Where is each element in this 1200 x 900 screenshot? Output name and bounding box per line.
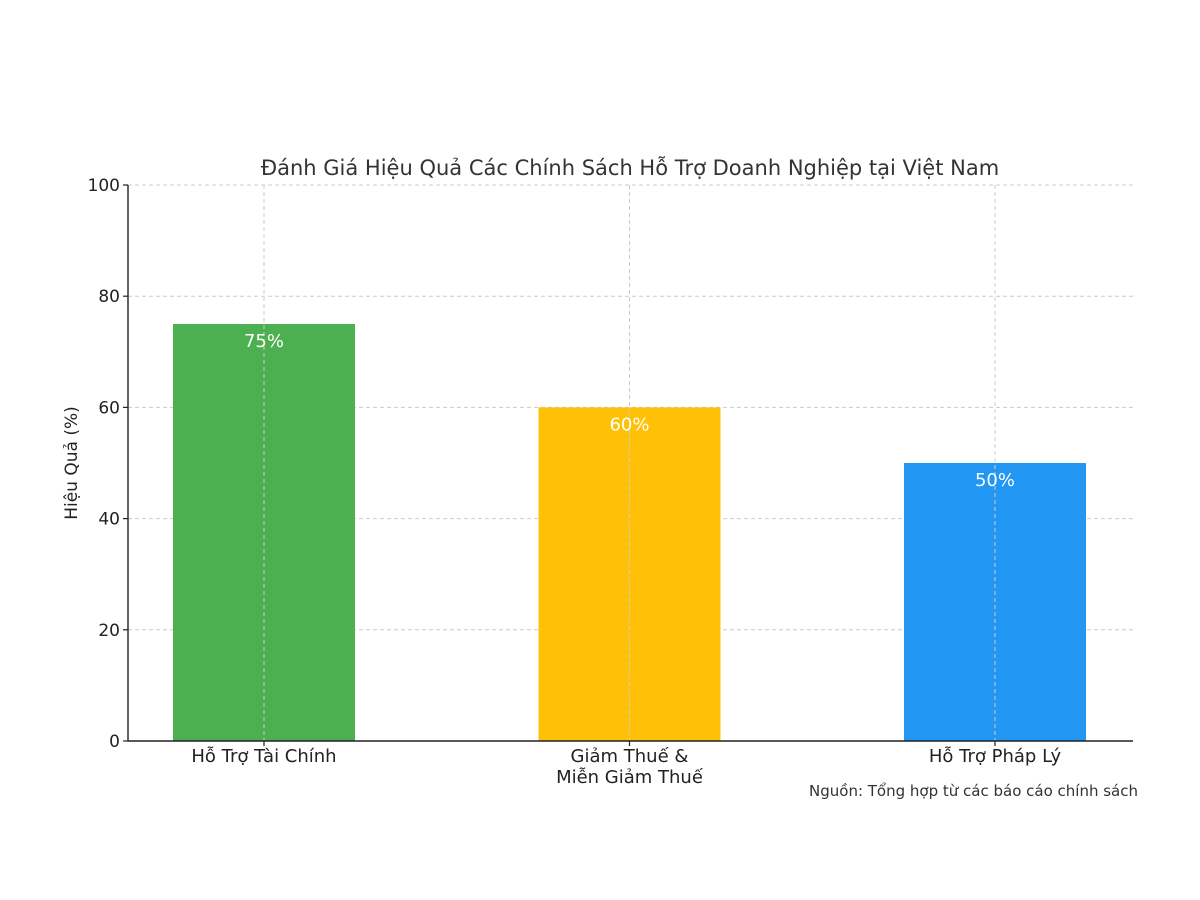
x-category-label: Giảm Thuế & bbox=[571, 746, 689, 767]
data-label: 50% bbox=[975, 470, 1015, 491]
data-labels: 75% 60% 50% bbox=[244, 185, 1015, 741]
source-note: Nguồn: Tổng hợp từ các báo cáo chính sác… bbox=[809, 782, 1138, 800]
data-label: 60% bbox=[609, 414, 649, 435]
chart-title: Đánh Giá Hiệu Quả Các Chính Sách Hỗ Trợ … bbox=[261, 155, 999, 180]
y-tick-label: 40 bbox=[98, 510, 120, 530]
y-tick-label: 0 bbox=[109, 732, 120, 752]
y-tick-label: 20 bbox=[98, 621, 120, 641]
y-axis-ticks: 0 20 40 60 80 100 bbox=[88, 176, 128, 752]
y-tick-label: 80 bbox=[98, 287, 120, 307]
x-category-label: Hỗ Trợ Tài Chính bbox=[191, 746, 336, 767]
y-axis-label: Hiệu Quả (%) bbox=[62, 406, 82, 520]
axes bbox=[127, 185, 1133, 742]
x-axis-category-labels: Hỗ Trợ Tài Chính Giảm Thuế &Miễn Giảm Thu… bbox=[191, 741, 1061, 788]
y-tick-label: 60 bbox=[98, 398, 120, 418]
x-category-label: Miễn Giảm Thuế bbox=[556, 767, 704, 788]
data-label: 75% bbox=[244, 331, 284, 352]
bars bbox=[173, 324, 1086, 741]
x-category-label: Hỗ Trợ Pháp Lý bbox=[929, 746, 1062, 767]
y-tick-label: 100 bbox=[88, 176, 120, 196]
